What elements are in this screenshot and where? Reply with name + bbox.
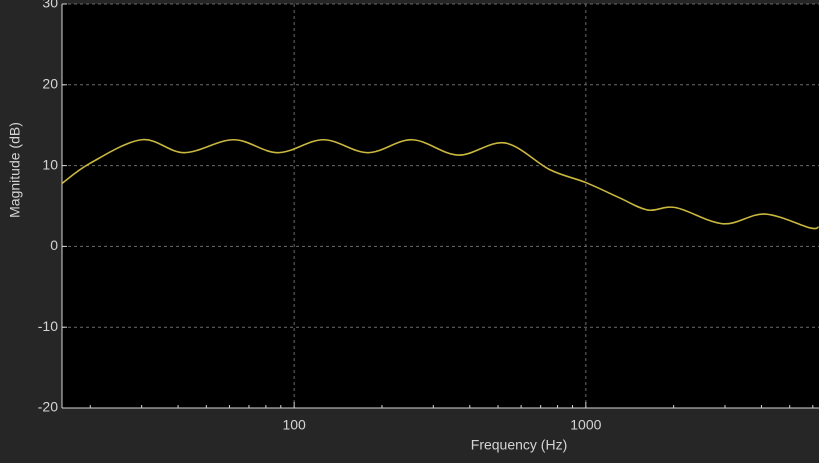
x-axis-label: Frequency (Hz) xyxy=(471,437,567,453)
y-tick-label: -20 xyxy=(38,399,58,415)
x-tick-label: 100 xyxy=(282,417,306,433)
y-tick-label: 20 xyxy=(42,76,58,92)
y-tick-label: 30 xyxy=(42,0,58,11)
y-axis-label: Magnitude (dB) xyxy=(7,122,23,218)
y-tick-label: 0 xyxy=(50,237,58,253)
plot-area xyxy=(62,4,819,408)
data-line xyxy=(61,138,819,230)
x-tick-label: 1000 xyxy=(570,417,601,433)
y-tick-label: -10 xyxy=(38,318,58,334)
y-tick-label: 10 xyxy=(42,156,58,172)
